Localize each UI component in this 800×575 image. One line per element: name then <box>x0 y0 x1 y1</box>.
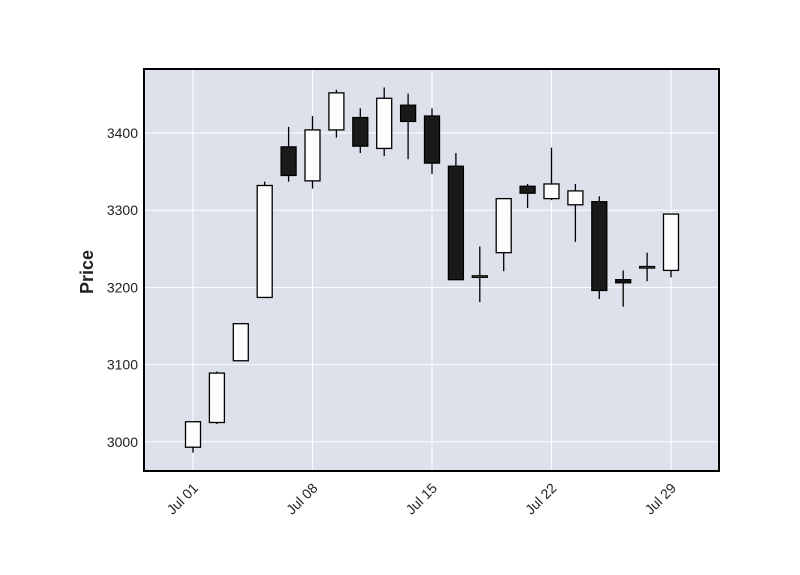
candle-body <box>208 372 226 424</box>
x-tick-label: Jul 15 <box>402 480 440 518</box>
candle <box>328 89 345 138</box>
candle-body <box>280 146 297 177</box>
candle-body <box>256 184 273 299</box>
candle-body <box>615 279 632 284</box>
y-tick-label: 3000 <box>107 434 138 450</box>
candle <box>543 147 560 201</box>
candle-body <box>232 323 249 362</box>
candle <box>184 421 202 453</box>
candle <box>256 181 273 299</box>
y-axis-label: Price <box>77 250 97 294</box>
x-tick-label: Jul 01 <box>163 480 201 518</box>
candle <box>447 153 465 281</box>
candle-body <box>543 183 560 200</box>
candle-body <box>567 190 584 206</box>
candle-body <box>184 421 202 448</box>
y-tick-label: 3200 <box>107 279 138 295</box>
x-axis-ticks: Jul 01 Jul 08 Jul 15 Jul 22 Jul 29 <box>163 480 679 518</box>
candle-body <box>471 275 488 278</box>
candle <box>638 252 656 282</box>
candle <box>208 371 226 425</box>
candle <box>423 108 441 174</box>
candle <box>495 197 512 272</box>
candle-body <box>423 115 441 164</box>
candle-body <box>304 129 321 182</box>
candle-body <box>399 104 417 123</box>
candle <box>399 93 417 160</box>
candle <box>567 183 584 242</box>
x-tick-label: Jul 22 <box>522 480 560 518</box>
y-tick-label: 3300 <box>107 202 138 218</box>
candle-body <box>638 265 656 269</box>
candle <box>280 126 297 182</box>
candle <box>352 108 369 154</box>
candle <box>376 87 393 157</box>
plot-frame <box>143 68 720 472</box>
candle <box>304 116 321 189</box>
candle-body <box>662 213 680 272</box>
y-tick-label: 3100 <box>107 357 138 373</box>
candles <box>184 87 680 453</box>
candle <box>471 246 488 303</box>
candle <box>232 323 249 362</box>
candle-body <box>328 92 345 131</box>
candle-body <box>447 165 465 281</box>
candle-body <box>376 97 393 150</box>
candle <box>662 213 680 278</box>
y-axis-ticks: 3000 3100 3200 3300 3400 <box>107 125 138 450</box>
x-tick-label: Jul 08 <box>283 480 321 518</box>
y-tick-label: 3400 <box>107 125 138 141</box>
candle-body <box>495 197 512 254</box>
candle-body <box>519 185 536 194</box>
candle-body <box>591 201 608 292</box>
candle-body <box>352 116 369 147</box>
candle <box>519 183 536 208</box>
x-tick-label: Jul 29 <box>641 480 679 518</box>
candle <box>615 270 632 307</box>
candle <box>591 196 608 299</box>
